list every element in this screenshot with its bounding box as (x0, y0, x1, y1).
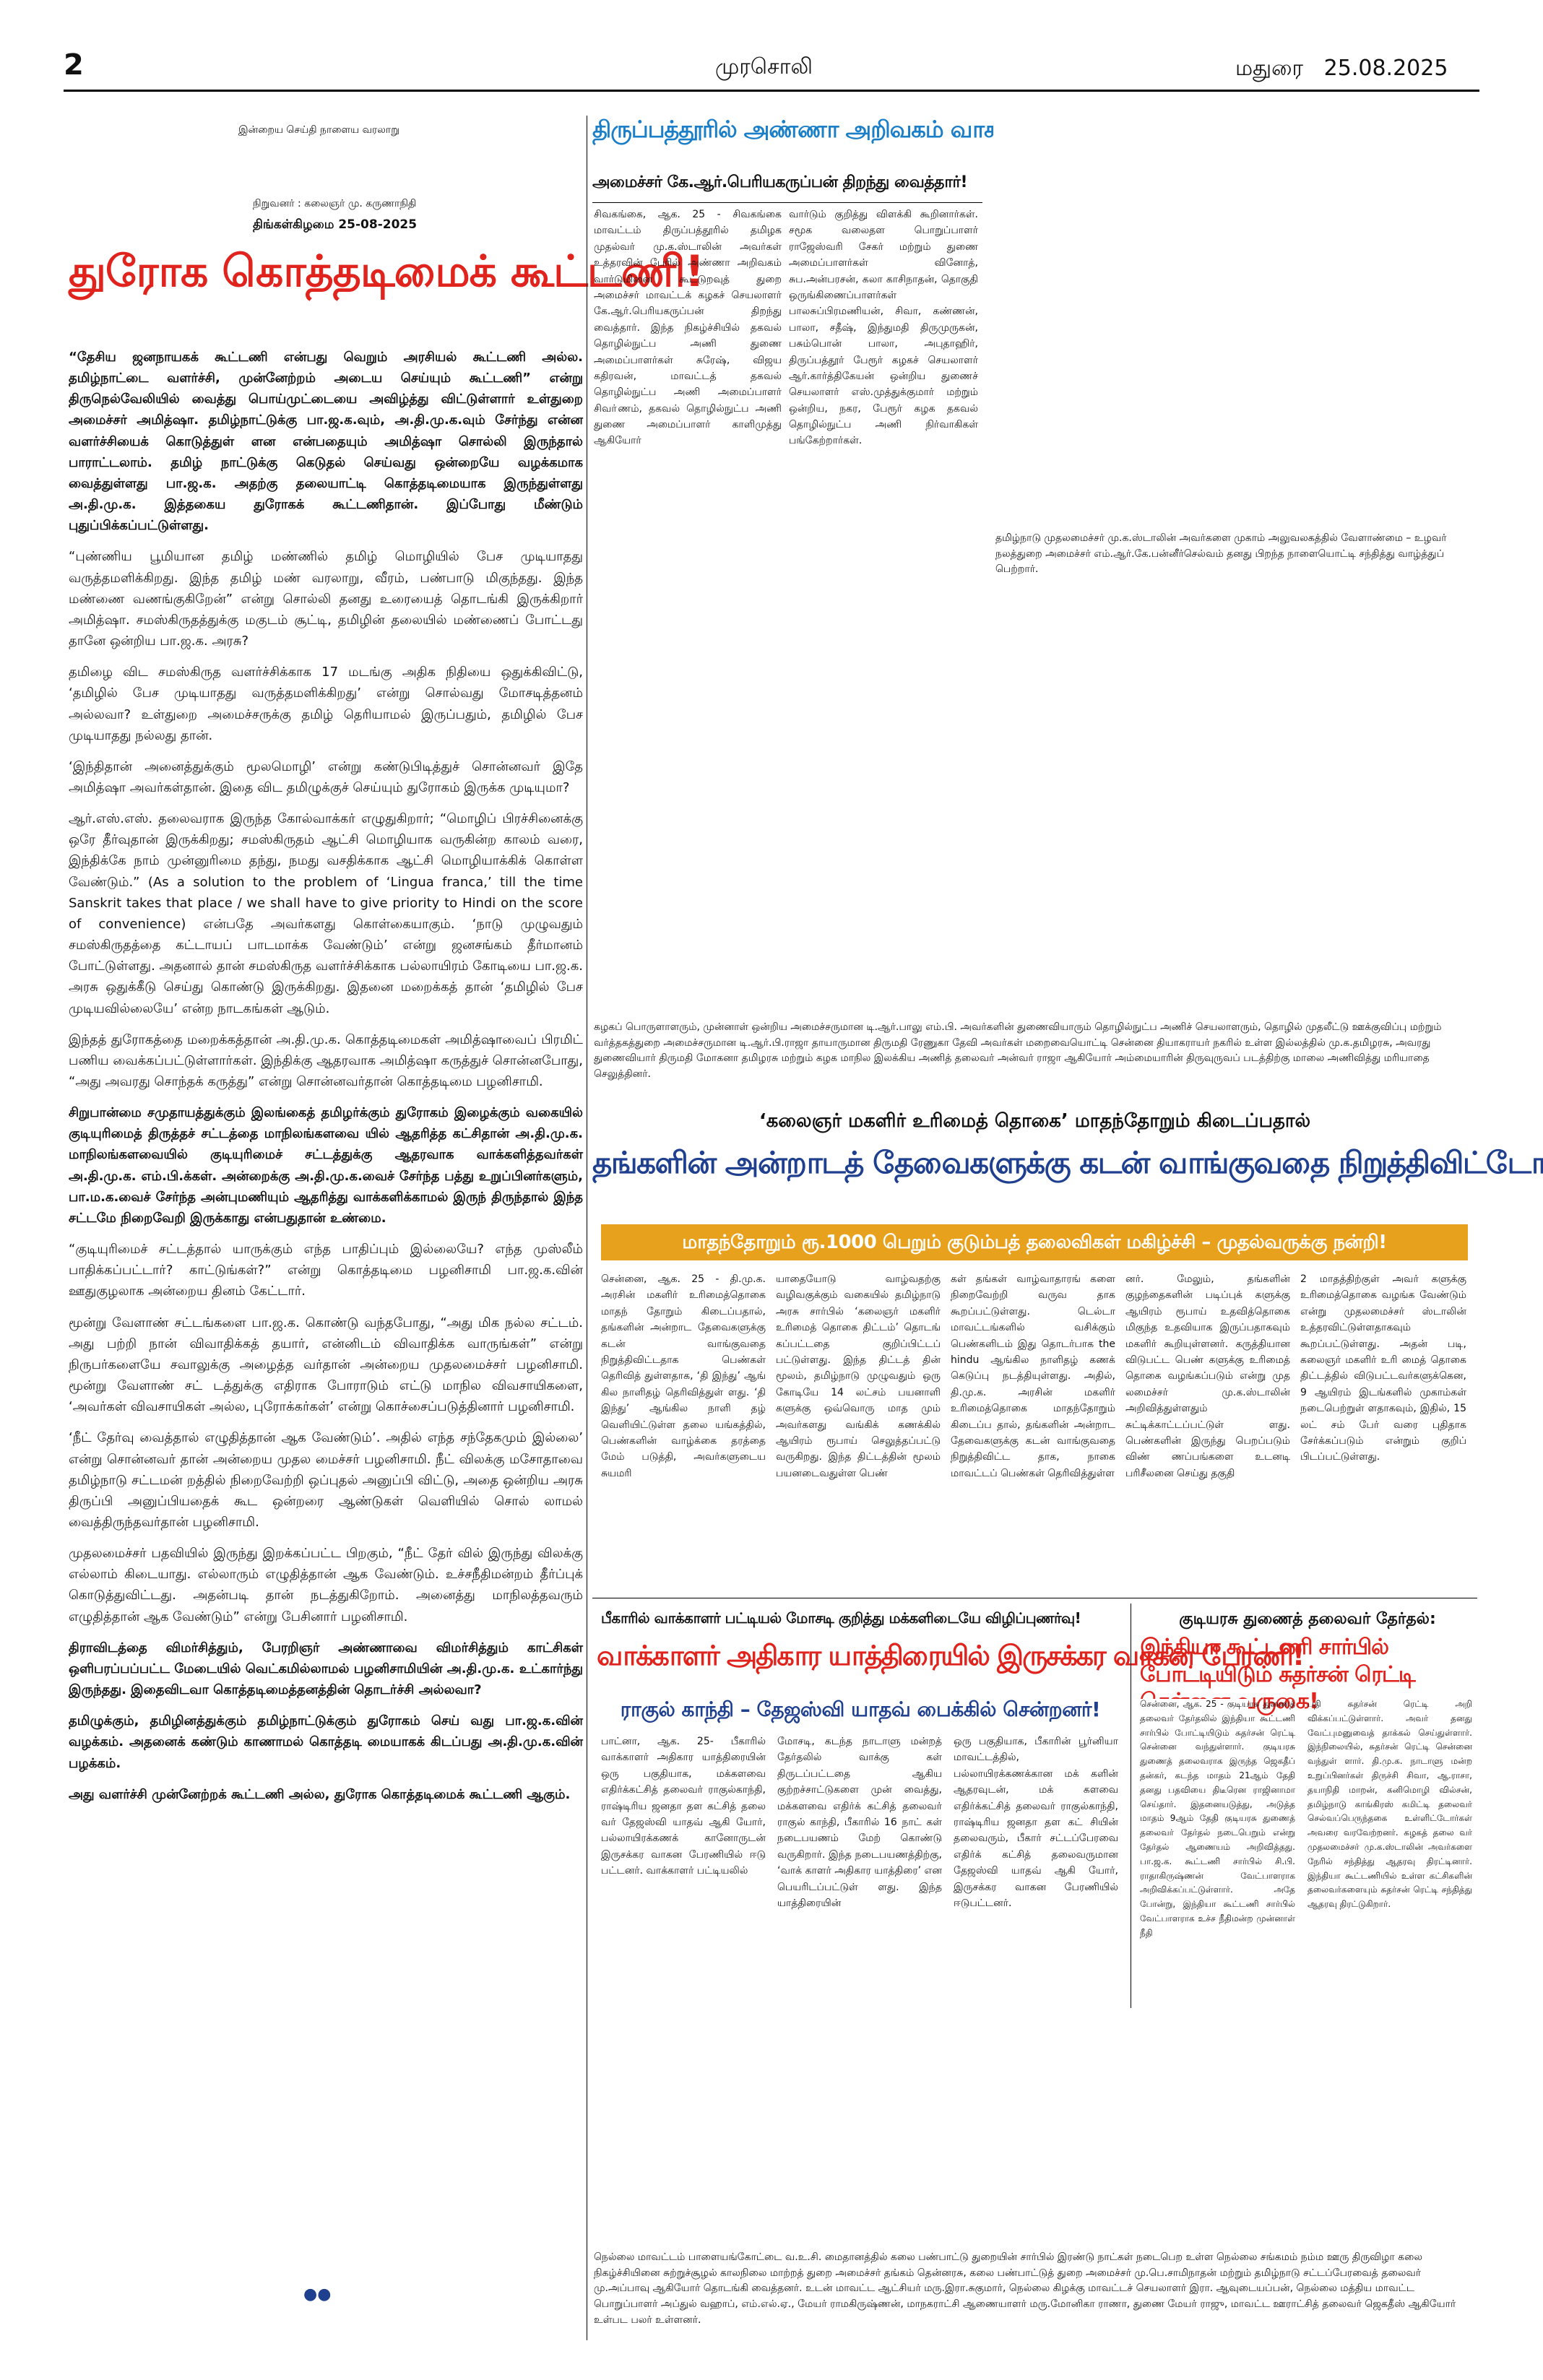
editorial-para-6: இந்தத் துரோகத்தை மறைக்கத்தான் அ.தி.மு.க.… (69, 1031, 584, 1089)
women-headline: தங்களின் அன்றாடத் தேவைகளுக்கு கடன் வாங்க… (592, 1145, 1543, 1180)
women-col-2: யாதையோடு வாழ்வதற்கு வழிவகுக்கும் வகையில்… (776, 1273, 941, 1479)
women-col-5: 2 மாதத்திற்குள் அவர் களுக்கு உரிமைத்தொகை… (1300, 1273, 1466, 1463)
editorial-end-mark: ●● (303, 2285, 332, 2303)
rally-kicker: பீகாரில் வாக்காளர் பட்டியல் மோசடி குறித்… (601, 1609, 1081, 1627)
festival-caption: நெல்லை மாவட்டம் பாளையங்கோட்டை வ.உ.சி. மை… (594, 2251, 1456, 2326)
newspaper-name: முரசொலி (715, 54, 813, 79)
vp-col-2: பதி சுதர்சன் ரெட்டி அறி விக்கப்பட்டுள்ளா… (1308, 1699, 1472, 1910)
minister-meeting-photo (993, 116, 1477, 506)
women-col-4: னர். மேலும், தங்களின் குழந்தைகளின் படிப்… (1125, 1273, 1290, 1479)
editorial-para-14: அது வளர்ச்சி முன்னேற்றக் கூட்டணி அல்ல, த… (69, 1786, 571, 1802)
editorial-headline: துரோக கொத்தடிமைக் கூட்டணி! (69, 246, 704, 297)
rally-subhead: ராகுல் காந்தி – தேஜஸ்வி யாதவ் பைக்கில் ச… (620, 1697, 1101, 1721)
editorial-para-8: “குடியுரிமைச் சட்டத்தால் யாருக்கும் எந்த… (69, 1242, 583, 1299)
women-col-1: சென்னை, ஆக. 25 - தி.மு.க. அரசின் மகளிர் … (601, 1273, 766, 1479)
sudarshan-reddy-photo (1140, 1699, 1248, 1832)
vp-headline: இந்தியா கூட்டணி சார்பில் போட்டியிடும் சு… (1140, 1635, 1416, 1714)
minister-meeting-caption: தமிழ்நாடு முதலமைச்சர் மு.க.ஸ்டாலின் அவர்… (995, 532, 1447, 576)
editorial-para-7: சிறுபான்மை சமுதாயத்துக்கும் இலங்கைத் தமி… (69, 1105, 583, 1226)
editorial-para-13: தமிழுக்கும், தமிழினத்துக்கும் தமிழ்நாட்ட… (69, 1713, 583, 1771)
women-kicker: ‘கலைஞர் மகளிர் உரிமைத் தொகை’ மாதந்தோறும்… (758, 1110, 1311, 1132)
editorial-para-1: “தேசிய ஜனநாயகக் கூட்டணி என்பது வெறும் அர… (69, 350, 583, 534)
editorial-para-2: “புண்ணிய பூமியான தமிழ் மண்ணில் தமிழ் மொழ… (69, 549, 583, 649)
editorial-para-3: தமிழை விட சமஸ்கிருத வளர்ச்சிக்காக 17 மடங… (69, 665, 583, 743)
rally-col-2: மோசடி, கடந்த நாடாளு மன்றத் தேர்தலில் வாக… (777, 1736, 943, 1909)
library-col-1: சிவகங்கை, ஆக. 25 - சிவகங்கை மாவட்டம் திர… (594, 209, 782, 447)
editorial-para-9: மூன்று வேளாண் சட்டங்களை பா.ஜ.க. கொண்டு வ… (69, 1315, 583, 1415)
page-number: 2 (64, 48, 84, 82)
library-subhead: அமைச்சர் கே.ஆர்.பெரியகருப்பன் திறந்து வை… (592, 173, 968, 191)
library-headline: திருப்பத்தூரில் அண்ணா அறிவகம் வாசம்! (592, 116, 1024, 143)
library-col-2: வார்டும் குறித்து விளக்கி கூறினார்கள். ச… (789, 209, 978, 447)
tribute-photo (592, 585, 1477, 1018)
edition-date: மதுரை 25.08.2025 (1235, 56, 1448, 81)
editorial-para-10: ‘நீட் தேர்வு வைத்தால் எழுதித்தான் ஆக வேண… (69, 1430, 583, 1530)
editorial-body: “தேசிய ஜனநாயகக் கூட்டணி என்பது வெறும் அர… (69, 347, 583, 1815)
tribute-caption: கழகப் பொருளாளரும், முன்னாள் ஒன்றிய அமைச்… (594, 1021, 1442, 1081)
editorial-para-12: திராவிடத்தை விமர்சித்தும், பேரறிஞர் அண்ண… (69, 1640, 583, 1698)
rally-col-3: ஒரு பகுதியாக, பீகாரின் பூர்னியா மாவட்டத்… (954, 1736, 1118, 1909)
rally-col-1: பாட்னா, ஆக. 25- பீகாரில் வாக்காளர் அதிகா… (601, 1736, 766, 1877)
header-rule (64, 90, 1479, 92)
women-banner-text: மாதந்தோறும் ரூ.1000 பெறும் குடும்பத் தலை… (682, 1232, 1387, 1253)
editorial-para-11: முதலமைச்சர் பதவியில் இருந்து இறக்கப்பட்ட… (69, 1546, 583, 1624)
editorial-date: திங்கள்கிழமை 25-08-2025 (253, 217, 418, 232)
founder-line: நிறுவனர் : கலைஞர் மு. கருணாநிதி (253, 198, 417, 209)
editorial-para-5: ஆர்.எஸ்.எஸ். தலைவராக இருந்த கோல்வாக்கர் … (69, 811, 583, 1016)
vp-kicker: குடியரசு துணைத் தலைவர் தேர்தல்: (1179, 1610, 1436, 1628)
vp-col-1: சென்னை, ஆக. 25 - குடியரசு துணைத் தலைவர் … (1140, 1699, 1295, 1938)
festival-photo (592, 2008, 1477, 2246)
history-tagline: இன்றைய செய்தி நாளைய வரலாறு (238, 124, 399, 136)
women-col-3: கள் தங்கள் வாழ்வாதாரங் களை நிறைவேற்றி வர… (951, 1273, 1115, 1479)
editorial-para-4: ‘இந்திதான் அனைத்துக்கும் மூலமொழி’ என்று … (69, 758, 583, 795)
women-banner: மாதந்தோறும் ரூ.1000 பெறும் குடும்பத் தலை… (601, 1224, 1468, 1260)
library-rule (592, 202, 982, 203)
rally-headline: வாக்காளர் அதிகார யாத்திரையில் இருசக்கர வ… (597, 1640, 1305, 1671)
